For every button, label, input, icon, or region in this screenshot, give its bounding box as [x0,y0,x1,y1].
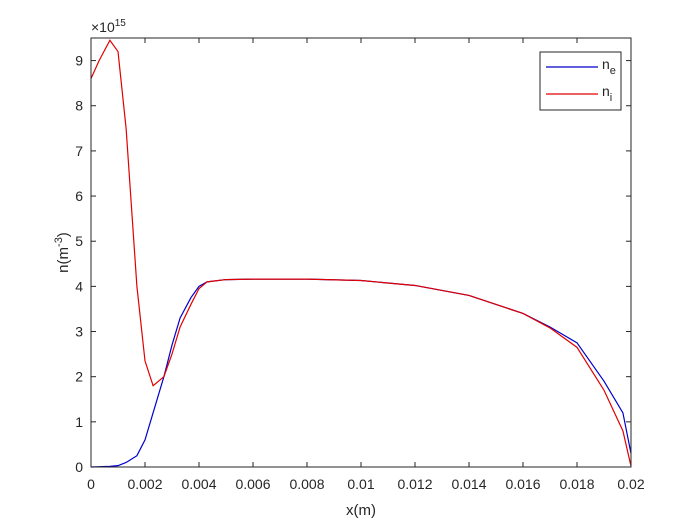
y-axis-label: n(m-3) [53,232,72,273]
exponent-power: 15 [115,18,127,29]
y-tick-label: 1 [75,414,83,430]
x-axis-label: x(m) [346,502,376,519]
y-tick-label: 4 [75,278,83,294]
y-label-part: n(m [55,247,72,273]
x-tick-label: 0.02 [617,476,644,492]
plot-frame [90,37,632,468]
y-exponent: ×1015 [91,18,126,35]
legend-name: n [602,56,610,72]
series-line [90,278,632,468]
legend-sub: i [610,92,612,104]
y-tick-label: 0 [75,459,83,475]
x-tick-label: 0 [87,476,95,492]
y-tick-label: 3 [75,324,83,340]
legend-box [539,51,622,111]
y-tick-label: 9 [75,53,83,69]
x-tick-label: 0.008 [289,476,324,492]
y-label-sup: -3 [53,237,65,247]
y-label-part: ) [55,232,72,237]
x-tick-label: 0.004 [181,476,216,492]
x-tick-label: 0.012 [397,476,432,492]
legend-name: n [602,83,610,99]
legend-label: ni [602,83,612,104]
y-tick-label: 2 [75,369,83,385]
x-tick-label: 0.014 [451,476,486,492]
x-tick-label: 0.002 [127,476,162,492]
y-tick-label: 6 [75,188,83,204]
y-tick-label: 7 [75,143,83,159]
x-tick-label: 0.018 [559,476,594,492]
y-tick-label: 8 [75,98,83,114]
legend-label: ne [602,56,616,77]
legend-sub: e [610,65,616,77]
x-tick-label: 0.016 [505,476,540,492]
x-tick-label: 0.01 [347,476,374,492]
exponent-base: ×10 [91,19,115,35]
y-tick-label: 5 [75,233,83,249]
x-tick-label: 0.006 [235,476,270,492]
series-line [90,39,632,467]
